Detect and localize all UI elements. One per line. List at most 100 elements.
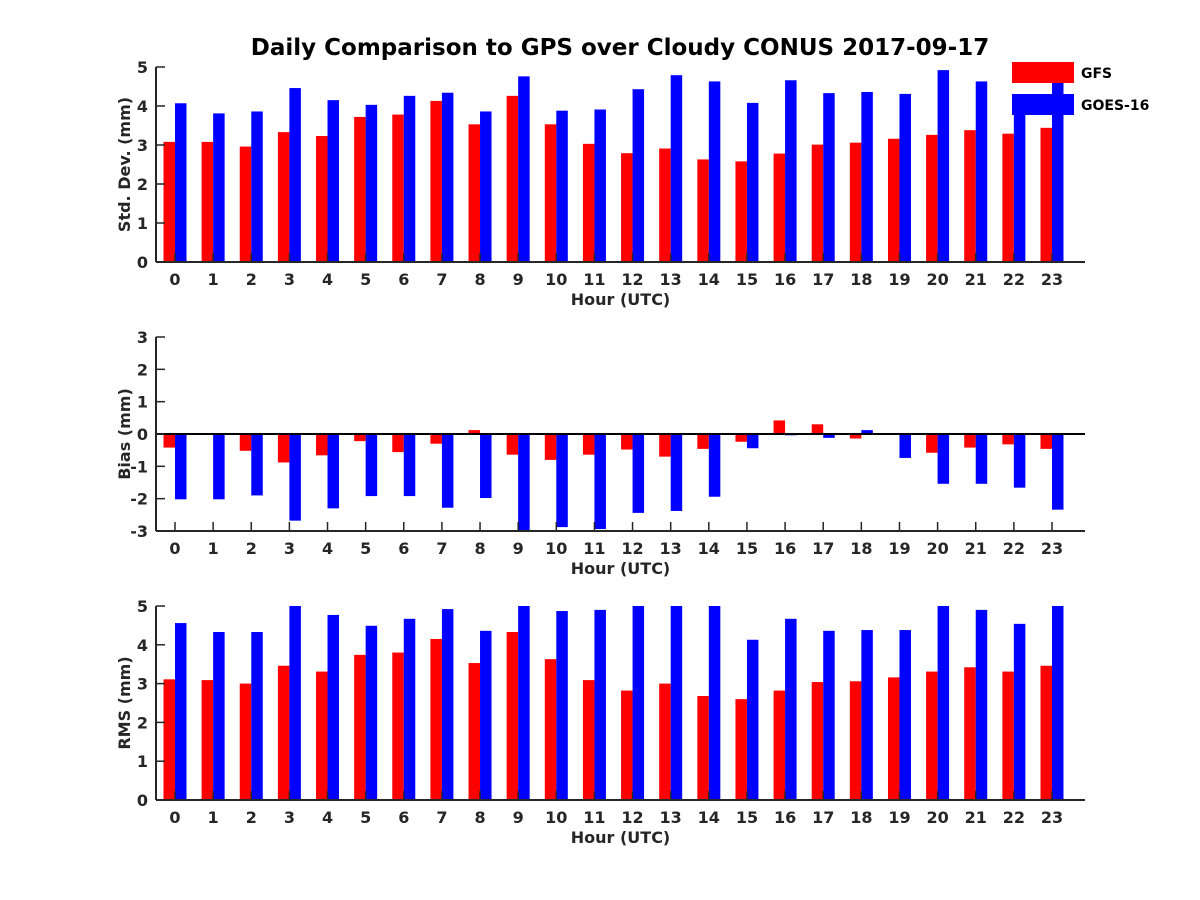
bar-gfs-4: [316, 136, 328, 262]
bar-goes-16-5: [365, 104, 378, 262]
bar-gfs-21: [964, 434, 976, 448]
x-tick-label: 1: [208, 808, 219, 827]
bar-goes-16-13: [670, 75, 683, 262]
bar-goes-16-13: [670, 434, 683, 511]
bar-gfs-7: [430, 638, 442, 800]
x-tick-label: 2: [246, 539, 257, 558]
bar-goes-16-18: [861, 91, 873, 263]
bar-goes-16-20: [937, 434, 950, 484]
bar-gfs-6: [392, 652, 404, 800]
bar-goes-16-21: [975, 609, 988, 800]
x-tick-label: 23: [1041, 539, 1063, 558]
bar-goes-16-11: [594, 609, 606, 800]
bar-gfs-13: [659, 148, 671, 262]
x-tick-label: 23: [1041, 808, 1063, 827]
bar-goes-16-18: [861, 430, 873, 434]
bar-goes-16-10: [556, 611, 568, 800]
bar-goes-16-14: [708, 81, 721, 263]
x-tick-label: 12: [621, 270, 643, 289]
bar-goes-16-3: [289, 434, 301, 521]
bar-goes-16-22: [1013, 97, 1026, 262]
x-tick-label: 6: [398, 808, 409, 827]
bar-goes-16-7: [441, 609, 454, 800]
x-tick-label: 11: [583, 539, 605, 558]
y-tick-label: 3: [137, 328, 148, 347]
bar-goes-16-1: [213, 113, 225, 262]
x-tick-label: 9: [513, 539, 524, 558]
bar-goes-16-17: [823, 434, 835, 438]
bar-gfs-17: [811, 682, 824, 800]
bar-goes-16-4: [327, 434, 340, 509]
x-tick-label: 23: [1041, 270, 1063, 289]
x-tick-label: 14: [698, 270, 720, 289]
x-tick-label: 1: [208, 270, 219, 289]
bar-gfs-22: [1002, 133, 1014, 262]
x-tick-label: 15: [736, 808, 758, 827]
x-axis-label: Hour (UTC): [571, 559, 671, 578]
x-tick-label: 21: [965, 539, 987, 558]
x-tick-label: 21: [965, 270, 987, 289]
bar-gfs-8: [468, 663, 481, 800]
bar-goes-16-14: [708, 434, 721, 497]
bar-goes-16-4: [327, 614, 340, 800]
y-tick-label: 3: [137, 675, 148, 694]
bar-gfs-8: [468, 430, 481, 434]
bar-gfs-5: [354, 434, 366, 442]
bar-goes-16-10: [556, 110, 568, 263]
bar-gfs-9: [506, 95, 519, 262]
bar-gfs-17: [811, 424, 824, 434]
x-tick-label: 13: [660, 808, 682, 827]
legend-swatch-gfs: [1012, 62, 1074, 83]
bar-gfs-15: [735, 434, 747, 442]
bar-gfs-13: [659, 683, 671, 800]
bar-gfs-22: [1002, 671, 1014, 800]
x-tick-label: 15: [736, 539, 758, 558]
bar-goes-16-22: [1013, 623, 1026, 800]
bar-goes-16-7: [441, 92, 454, 263]
x-tick-label: 22: [1003, 808, 1025, 827]
bar-gfs-14: [697, 696, 709, 800]
x-tick-label: 14: [698, 808, 720, 827]
y-tick-label: 3: [137, 136, 148, 155]
bar-gfs-23: [1040, 127, 1052, 262]
bar-gfs-7: [430, 434, 442, 444]
bar-goes-16-12: [632, 89, 645, 262]
bar-gfs-2: [239, 434, 252, 451]
y-tick-label: 1: [137, 752, 148, 771]
bar-gfs-2: [239, 683, 252, 800]
x-tick-label: 18: [850, 270, 872, 289]
bar-goes-16-9: [518, 76, 530, 262]
x-tick-label: 2: [246, 808, 257, 827]
bar-gfs-2: [239, 146, 252, 262]
bar-gfs-17: [811, 144, 824, 262]
x-tick-label: 9: [513, 270, 524, 289]
bar-gfs-3: [277, 434, 290, 463]
bar-gfs-10: [544, 124, 557, 262]
bar-gfs-7: [430, 100, 442, 263]
y-tick-label: -1: [130, 457, 148, 476]
bar-gfs-15: [735, 699, 747, 800]
x-tick-label: 7: [436, 808, 447, 827]
x-tick-label: 13: [660, 270, 682, 289]
bar-goes-16-6: [403, 618, 416, 800]
bar-goes-16-2: [251, 632, 263, 800]
x-tick-label: 12: [621, 539, 643, 558]
y-tick-label: 2: [137, 360, 148, 379]
bar-goes-16-19: [899, 434, 911, 458]
bar-gfs-18: [849, 142, 862, 262]
bar-goes-16-3: [289, 606, 301, 800]
bar-gfs-18: [849, 681, 862, 800]
bar-goes-16-15: [746, 102, 759, 262]
y-tick-label: 0: [137, 791, 148, 810]
bar-goes-16-7: [441, 434, 454, 508]
bar-goes-16-5: [365, 434, 378, 497]
series-gfs: [163, 420, 1052, 463]
bar-goes-16-15: [746, 434, 759, 449]
x-tick-label: 19: [888, 808, 910, 827]
y-tick-label: 1: [137, 393, 148, 412]
bar-gfs-20: [926, 434, 938, 453]
bar-goes-16-20: [937, 606, 950, 800]
bar-goes-16-5: [365, 625, 378, 800]
x-tick-label: 13: [660, 539, 682, 558]
